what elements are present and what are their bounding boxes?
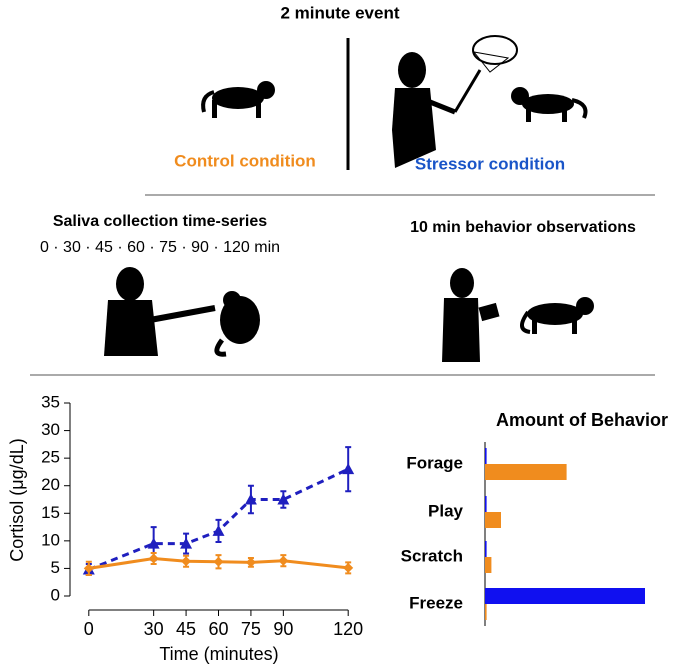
- charts: 0 5 10 15 20 25 30 35 0 30 45 60 75 90 120 Time (minute…: [7, 392, 668, 663]
- x-tick-label: 60: [208, 619, 228, 639]
- point: [277, 493, 290, 505]
- y-axis-title: Cortisol (μg/dL): [7, 438, 27, 561]
- person-net-icon: [392, 35, 588, 168]
- behavior-title: 10 min behavior observations: [410, 219, 636, 236]
- event-title: 2 minute event: [280, 3, 399, 22]
- point: [213, 556, 224, 567]
- chart-title: Amount of Behavior: [496, 410, 668, 430]
- x-tick-label: 45: [176, 619, 196, 639]
- y-tick-label: 20: [41, 475, 60, 494]
- y-tick-label: 30: [41, 420, 60, 439]
- x-tick-label: 75: [241, 619, 261, 639]
- x-tick-label: 0: [84, 619, 94, 639]
- y-tick-label: 5: [51, 558, 60, 577]
- monkey-icon: [201, 81, 275, 118]
- bar: [485, 557, 492, 573]
- control-label: Control condition: [174, 151, 316, 170]
- x-tick-label: 30: [144, 619, 164, 639]
- y-tick-label: 15: [41, 503, 60, 522]
- x-tick-label: 90: [273, 619, 293, 639]
- saliva-icon: [104, 267, 260, 357]
- y-tick-label: 10: [41, 530, 60, 549]
- point: [244, 493, 257, 505]
- point: [278, 555, 289, 566]
- point: [343, 562, 354, 573]
- observer-icon: [442, 268, 594, 362]
- saliva-title: Saliva collection time-series: [53, 213, 267, 230]
- category-label: Scratch: [401, 546, 463, 565]
- bar: [485, 464, 567, 480]
- bar: [485, 541, 487, 557]
- category-label: Play: [428, 501, 464, 520]
- category-label: Freeze: [409, 593, 463, 612]
- point: [83, 563, 94, 574]
- y-tick-label: 25: [41, 448, 60, 467]
- bar: [485, 448, 487, 464]
- y-tick-label: 0: [51, 585, 60, 604]
- point: [212, 524, 225, 536]
- bar: [485, 512, 501, 528]
- x-tick-label: 120: [333, 619, 363, 639]
- point: [245, 557, 256, 568]
- y-tick-label: 35: [41, 392, 60, 411]
- bar: [485, 496, 487, 512]
- bar: [485, 588, 645, 604]
- point: [148, 553, 159, 564]
- bar: [485, 604, 487, 620]
- stressor-label: Stressor condition: [415, 154, 565, 173]
- x-axis-title: Time (minutes): [159, 644, 278, 664]
- saliva-times: 0 · 30 · 45 · 60 · 75 · 90 · 120 min: [40, 239, 280, 256]
- point: [181, 556, 192, 567]
- point: [147, 537, 160, 549]
- point: [180, 537, 193, 549]
- category-label: Forage: [406, 453, 463, 472]
- point: [342, 463, 355, 475]
